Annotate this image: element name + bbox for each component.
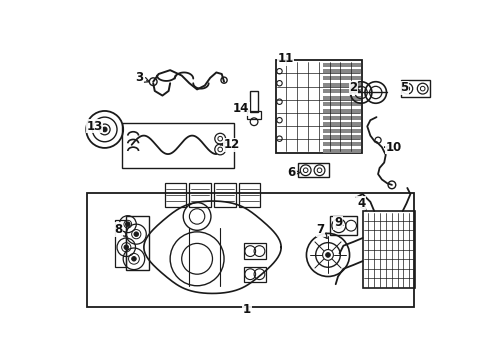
Bar [323, 89, 360, 93]
Bar [297, 163, 328, 177]
Bar [323, 135, 360, 139]
Bar [323, 69, 360, 73]
Text: 10: 10 [384, 141, 401, 154]
Bar [323, 129, 360, 133]
Text: 9: 9 [333, 216, 342, 229]
Bar [323, 122, 360, 126]
Text: 7: 7 [316, 223, 326, 238]
Bar [87, 193, 413, 307]
Bar [362, 211, 414, 288]
Circle shape [123, 245, 128, 249]
Bar [323, 109, 360, 113]
Bar [244, 243, 265, 259]
Circle shape [134, 232, 138, 237]
Text: 5: 5 [399, 81, 407, 94]
Text: 3: 3 [135, 71, 149, 84]
Bar [323, 82, 360, 86]
Bar [189, 183, 210, 207]
Text: 1: 1 [243, 303, 251, 316]
Bar [115, 220, 126, 266]
Bar [400, 80, 429, 97]
Bar [323, 76, 360, 80]
Circle shape [125, 222, 130, 226]
Bar [122, 123, 234, 168]
Text: 11: 11 [277, 52, 293, 65]
Bar [323, 63, 360, 67]
Bar [329, 216, 357, 235]
Bar [244, 266, 265, 282]
Text: 8: 8 [114, 223, 127, 237]
Text: 12: 12 [220, 138, 240, 151]
Text: 2: 2 [348, 81, 360, 94]
Bar [323, 102, 360, 106]
Text: 13: 13 [86, 120, 103, 133]
Bar [323, 149, 360, 153]
Bar [126, 216, 149, 270]
Bar [275, 60, 361, 153]
Bar [323, 116, 360, 120]
Bar [323, 142, 360, 146]
Bar [323, 96, 360, 100]
Bar [238, 183, 260, 207]
Text: 6: 6 [287, 166, 299, 179]
Circle shape [325, 253, 329, 257]
Circle shape [102, 127, 107, 132]
Text: 14: 14 [232, 102, 249, 115]
Bar [214, 183, 235, 207]
Bar [250, 91, 257, 112]
Bar [164, 183, 186, 207]
Text: 4: 4 [356, 197, 365, 210]
Circle shape [131, 256, 136, 261]
Bar [246, 111, 261, 119]
